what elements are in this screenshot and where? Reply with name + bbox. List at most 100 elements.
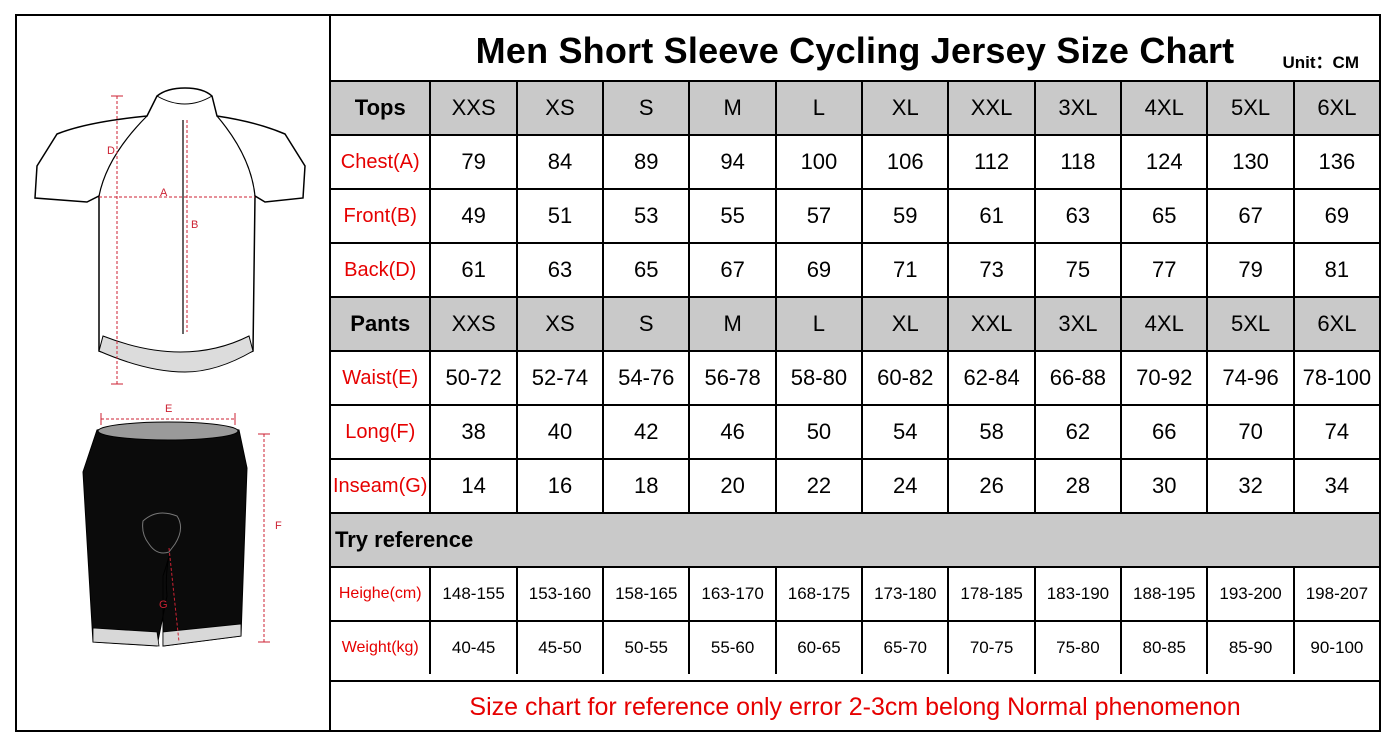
value-cell: 16 xyxy=(515,460,602,512)
value-cell: 58-80 xyxy=(774,352,861,404)
value-cell: 66-88 xyxy=(1033,352,1120,404)
title-row: Men Short Sleeve Cycling Jersey Size Cha… xyxy=(331,16,1379,80)
value-cell: 50 xyxy=(774,406,861,458)
size-header: XXL xyxy=(947,298,1034,350)
value-cell: 85-90 xyxy=(1206,622,1292,674)
size-header: 3XL xyxy=(1033,82,1121,134)
value-cell: 18 xyxy=(602,460,688,512)
table-row: Long(F) 38 40 42 46 50 54 58 62 66 70 74 xyxy=(331,404,1379,458)
size-header: XS xyxy=(515,82,603,134)
divider xyxy=(329,14,331,732)
value-cell: 75 xyxy=(1033,244,1120,296)
value-cell: 80-85 xyxy=(1120,622,1206,674)
value-cell: 24 xyxy=(861,460,947,512)
size-header: L xyxy=(774,298,862,350)
reference-header: Try reference xyxy=(331,514,1379,566)
size-header: XL xyxy=(861,298,948,350)
value-cell: 42 xyxy=(602,406,688,458)
value-cell: 112 xyxy=(947,136,1033,188)
value-cell: 67 xyxy=(1206,190,1292,242)
value-cell: 73 xyxy=(947,244,1033,296)
size-header: 5XL xyxy=(1206,82,1293,134)
size-header: 4XL xyxy=(1120,298,1207,350)
table-row: Inseam(G) 14 16 18 20 22 24 26 28 30 32 34 xyxy=(331,458,1379,512)
size-header: S xyxy=(602,298,689,350)
value-cell: 52-74 xyxy=(515,352,602,404)
value-cell: 136 xyxy=(1292,136,1379,188)
size-header: XXS xyxy=(429,82,516,134)
value-cell: 124 xyxy=(1120,136,1206,188)
value-cell: 32 xyxy=(1206,460,1292,512)
label-b: B xyxy=(191,219,198,231)
row-label: Back(D) xyxy=(344,258,417,281)
value-cell: 54-76 xyxy=(602,352,688,404)
value-cell: 63 xyxy=(1033,190,1120,242)
chart-title: Men Short Sleeve Cycling Jersey Size Cha… xyxy=(475,30,1235,71)
size-header: 5XL xyxy=(1206,298,1293,350)
value-cell: 40-45 xyxy=(429,622,515,674)
value-cell: 20 xyxy=(688,460,774,512)
value-cell: 67 xyxy=(688,244,774,296)
value-cell: 70-75 xyxy=(947,622,1033,674)
value-cell: 55 xyxy=(688,190,774,242)
size-header: L xyxy=(774,82,862,134)
size-header: XL xyxy=(861,82,948,134)
size-header: M xyxy=(688,298,775,350)
size-header: XXS xyxy=(429,298,516,350)
value-cell: 168-175 xyxy=(774,568,861,620)
value-cell: 53 xyxy=(602,190,688,242)
value-cell: 100 xyxy=(774,136,861,188)
section-header: Pants xyxy=(331,298,430,350)
value-cell: 66 xyxy=(1120,406,1206,458)
value-cell: 70-92 xyxy=(1120,352,1206,404)
value-cell: 14 xyxy=(429,460,515,512)
value-cell: 70 xyxy=(1206,406,1292,458)
size-table: Tops XXS XS S M L XL XXL 3XL 4XL 5XL 6XL Chest(A) 79 8… xyxy=(331,80,1380,674)
table-row: Back(D) 61 63 65 67 69 71 73 75 77 79 81 xyxy=(331,242,1379,296)
value-cell: 62-84 xyxy=(947,352,1033,404)
value-cell: 46 xyxy=(688,406,774,458)
value-cell: 153-160 xyxy=(515,568,602,620)
size-header: XS xyxy=(515,298,603,350)
value-cell: 56-78 xyxy=(688,352,774,404)
value-cell: 74 xyxy=(1292,406,1379,458)
row-label: Inseam(G) xyxy=(332,474,428,497)
shorts-drawing xyxy=(82,413,270,647)
label-e: E xyxy=(165,403,172,415)
value-cell: 62 xyxy=(1033,406,1120,458)
label-d: D xyxy=(107,145,115,157)
label-f: F xyxy=(275,520,282,532)
value-cell: 60-82 xyxy=(861,352,947,404)
value-cell: 40 xyxy=(515,406,602,458)
value-cell: 75-80 xyxy=(1033,622,1120,674)
value-cell: 90-100 xyxy=(1292,622,1379,674)
value-cell: 30 xyxy=(1120,460,1206,512)
size-header-row: Pants XXS XS S M L XL XXL 3XL 4XL 5XL 6XL xyxy=(331,296,1380,350)
value-cell: 55-60 xyxy=(688,622,774,674)
value-cell: 78-100 xyxy=(1292,352,1379,404)
value-cell: 65 xyxy=(1120,190,1206,242)
section-header: Tops xyxy=(331,82,430,134)
value-cell: 81 xyxy=(1292,244,1379,296)
value-cell: 45-50 xyxy=(515,622,602,674)
table-row: Chest(A) 79 84 89 94 100 106 112 118 124 130 136 xyxy=(331,134,1379,188)
table-row: Waist(E) 50-72 52-74 54-76 56-78 58-80 60-82 62… xyxy=(331,350,1379,404)
value-cell: 26 xyxy=(947,460,1033,512)
value-cell: 58 xyxy=(947,406,1033,458)
row-label: Weight(kg) xyxy=(341,639,419,656)
value-cell: 50-72 xyxy=(429,352,515,404)
value-cell: 94 xyxy=(688,136,774,188)
value-cell: 60-65 xyxy=(774,622,861,674)
value-cell: 51 xyxy=(515,190,602,242)
table-row: Weight(kg) 40-45 45-50 50-55 55-60 60-65 65-70… xyxy=(331,620,1379,674)
value-cell: 61 xyxy=(947,190,1033,242)
value-cell: 198-207 xyxy=(1292,568,1379,620)
value-cell: 84 xyxy=(515,136,602,188)
reference-header-row: Try reference xyxy=(331,512,1379,566)
value-cell: 77 xyxy=(1120,244,1206,296)
size-header-row: Tops XXS XS S M L XL XXL 3XL 4XL 5XL 6XL xyxy=(331,80,1380,134)
row-label: Long(F) xyxy=(345,420,416,443)
value-cell: 158-165 xyxy=(602,568,688,620)
size-header: 6XL xyxy=(1292,82,1380,134)
value-cell: 63 xyxy=(515,244,602,296)
